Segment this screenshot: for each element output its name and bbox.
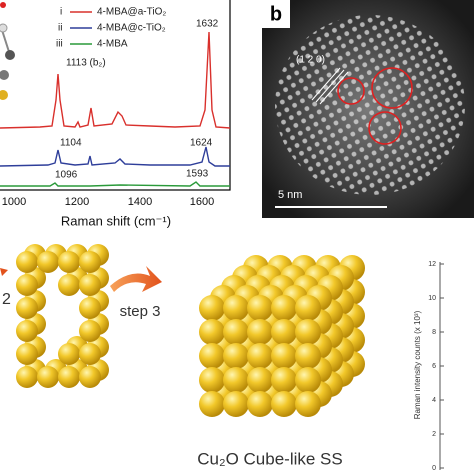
x-tick-label: 1400	[128, 196, 152, 208]
legend-numeral: i	[60, 7, 62, 18]
legend-label: 4-MBA@a-TiO₂	[97, 7, 166, 18]
sphere	[199, 343, 225, 369]
sphere	[37, 251, 59, 273]
sphere	[271, 367, 297, 393]
sphere	[247, 319, 273, 345]
y-tick-label: 8	[432, 329, 436, 336]
sphere	[16, 297, 38, 319]
sphere	[58, 274, 80, 296]
sphere	[79, 366, 101, 388]
sphere	[247, 343, 273, 369]
arrow	[0, 268, 8, 276]
highlight-circle	[368, 111, 402, 145]
y-tick-label: 6	[432, 363, 436, 370]
y-tick-label: 2	[432, 431, 436, 438]
sphere	[271, 391, 297, 417]
sphere	[295, 343, 321, 369]
sphere	[247, 295, 273, 321]
sphere	[295, 367, 321, 393]
scale-bar-label: 5 nm	[278, 189, 302, 201]
step-label: 2	[2, 291, 11, 308]
spectrum-ii	[0, 146, 230, 167]
y-axis-label: Raman intensity counts (x 10³)	[413, 310, 422, 419]
sphere	[247, 367, 273, 393]
sphere	[16, 366, 38, 388]
sphere	[79, 297, 101, 319]
peak-label: 1096	[55, 170, 78, 181]
step-label: step 3	[120, 303, 161, 320]
arrow	[110, 266, 162, 292]
sphere	[16, 274, 38, 296]
panel-label: b	[270, 3, 282, 25]
peak-label: 1113 (b₂)	[66, 58, 106, 69]
sphere	[223, 367, 249, 393]
lattice	[275, 15, 465, 195]
sphere	[199, 391, 225, 417]
sphere	[58, 366, 80, 388]
sphere	[16, 343, 38, 365]
highlight-circle	[371, 67, 413, 109]
x-axis-label: Raman shift (cm⁻¹)	[61, 213, 171, 228]
sphere	[223, 343, 249, 369]
y-tick-label: 4	[432, 397, 436, 404]
highlight-circle	[337, 77, 365, 105]
sphere	[199, 319, 225, 345]
peak-label: 1593	[186, 169, 209, 180]
peak-label: 1624	[190, 138, 213, 149]
sphere	[79, 251, 101, 273]
x-tick-label: 1000	[2, 196, 26, 208]
sphere	[271, 343, 297, 369]
sphere	[58, 251, 80, 273]
sphere	[37, 366, 59, 388]
sphere	[79, 320, 101, 342]
panel-a: i 4-MBA@a-TiO₂ ii 4-MBA@c-TiO₂ iii 4-MBA…	[0, 0, 231, 228]
sphere	[295, 319, 321, 345]
panel-label-box	[262, 0, 290, 28]
sphere	[79, 343, 101, 365]
spectrum-i	[0, 31, 231, 129]
y-tick-label: 10	[428, 295, 436, 302]
spectrum-iii	[0, 181, 230, 187]
sphere	[199, 367, 225, 393]
sphere	[16, 320, 38, 342]
molecule	[0, 2, 15, 100]
sphere	[58, 343, 80, 365]
x-tick-label: 1200	[65, 196, 89, 208]
legend-numeral: ii	[58, 23, 62, 34]
sphere	[16, 251, 38, 273]
x-tick-label: 1600	[190, 196, 214, 208]
y-tick-label: 12	[428, 261, 436, 268]
panel-c: 2 step 3 Cu₂O Cube-like SS	[0, 244, 365, 468]
plane-label: (1 2 0)	[296, 55, 325, 66]
panel-d: Raman intensity counts (x 10³) 0 2 4 6 8 10 12	[413, 261, 444, 472]
sphere	[223, 295, 249, 321]
sphere	[199, 295, 225, 321]
sphere	[223, 391, 249, 417]
sphere	[271, 319, 297, 345]
sphere	[295, 391, 321, 417]
legend-label: 4-MBA@c-TiO₂	[97, 23, 166, 34]
product-label: Cu₂O Cube-like SS	[197, 449, 343, 468]
peak-label: 1632	[196, 19, 219, 30]
legend-numeral: iii	[56, 39, 63, 50]
peak-label: 1104	[60, 138, 82, 149]
legend-label: 4-MBA	[97, 39, 128, 50]
sphere	[79, 274, 101, 296]
plot-frame	[0, 0, 231, 191]
sphere	[223, 319, 249, 345]
y-tick-label: 0	[432, 465, 436, 472]
sphere	[271, 295, 297, 321]
sphere	[295, 295, 321, 321]
sphere	[247, 391, 273, 417]
panel-b: b (1 2 0) 5 nm	[262, 0, 474, 218]
